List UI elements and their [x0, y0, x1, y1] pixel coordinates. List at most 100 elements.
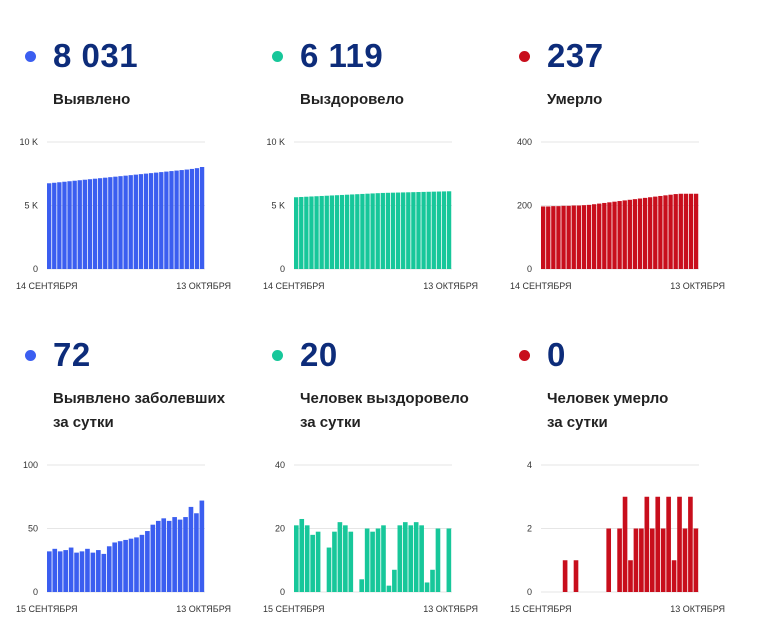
- blue-dot-icon: [25, 50, 36, 62]
- bar: [677, 496, 682, 592]
- bar: [355, 194, 360, 269]
- y-tick-label: 0: [527, 587, 532, 597]
- bar: [446, 191, 452, 269]
- bar: [581, 205, 587, 269]
- bar: [77, 180, 82, 269]
- bar: [678, 193, 683, 269]
- bar: [682, 528, 688, 592]
- y-tick-label: 10 K: [19, 137, 38, 147]
- daily-recovered-label-line1: Человек выздоровело: [300, 390, 469, 407]
- bar: [108, 177, 113, 269]
- bar: [166, 520, 172, 592]
- bar: [87, 179, 93, 269]
- bar: [304, 196, 309, 269]
- bar: [82, 179, 88, 269]
- bar: [199, 500, 205, 592]
- daily-cases-number: 72: [53, 336, 91, 373]
- bar: [561, 205, 566, 269]
- bar: [47, 551, 52, 592]
- bar: [334, 195, 340, 269]
- bar: [199, 167, 205, 269]
- bar: [344, 194, 350, 269]
- chart-daily-recovered: 0 20 40 15 СЕНТЯБРЯ 13 ОКТЯБРЯ: [263, 460, 478, 614]
- bar: [419, 525, 424, 592]
- bar: [138, 174, 144, 269]
- bar: [562, 560, 568, 592]
- x-end-label: 13 ОКТЯБРЯ: [176, 604, 231, 614]
- bar: [145, 531, 150, 592]
- bar: [326, 547, 332, 592]
- bar: [546, 206, 551, 269]
- chart-total-recovered: 0 5 K 10 K 14 СЕНТЯБРЯ 13 ОКТЯБРЯ: [263, 137, 478, 291]
- bar: [637, 198, 643, 269]
- bar: [359, 579, 365, 592]
- daily-deaths-number: 0: [547, 336, 566, 373]
- bar: [628, 560, 633, 592]
- bar: [128, 175, 133, 269]
- bar: [381, 525, 386, 592]
- bar: [401, 192, 406, 269]
- bar: [128, 538, 134, 592]
- bar: [96, 550, 101, 592]
- bar: [134, 537, 139, 592]
- bar: [411, 192, 416, 269]
- bar: [660, 528, 666, 592]
- bar: [133, 174, 138, 269]
- y-tick-label: 10 K: [266, 137, 285, 147]
- daily-cases-label-line1: Выявлено заболевших: [53, 390, 226, 407]
- bar: [63, 550, 68, 592]
- bar: [183, 517, 188, 592]
- bar: [693, 193, 699, 269]
- chart-total-deaths: 0 200 400 14 СЕНТЯБРЯ 13 ОКТЯБРЯ: [510, 137, 725, 291]
- bar: [299, 518, 305, 592]
- bar: [571, 205, 576, 269]
- bar: [62, 181, 67, 269]
- y-tick-label: 0: [33, 587, 38, 597]
- bar: [337, 522, 343, 592]
- bar: [319, 195, 324, 269]
- bar: [314, 196, 319, 269]
- bar: [113, 176, 118, 269]
- bar: [52, 182, 57, 269]
- bar: [602, 202, 607, 269]
- x-start-label: 15 СЕНТЯБРЯ: [16, 604, 78, 614]
- card-total-deaths: 237 Умерло: [494, 36, 734, 112]
- bar: [622, 496, 628, 592]
- bar: [299, 196, 304, 269]
- bar: [188, 506, 194, 592]
- bar: [416, 192, 421, 269]
- bar: [566, 205, 571, 269]
- bar: [74, 552, 79, 592]
- total-deaths-label: Умерло: [547, 91, 603, 108]
- bar: [649, 528, 655, 592]
- bar: [586, 204, 592, 269]
- x-end-label: 13 ОКТЯБРЯ: [423, 281, 478, 291]
- card-daily-cases: 72 Выявлено заболевших за сутки: [0, 335, 240, 435]
- total-recovered-number: 6 119: [300, 37, 384, 74]
- y-tick-label: 0: [280, 587, 285, 597]
- bar: [380, 192, 385, 269]
- bar: [612, 201, 617, 269]
- total-deaths-number: 237: [547, 37, 604, 74]
- x-start-label: 15 СЕНТЯБРЯ: [510, 604, 572, 614]
- bar: [424, 582, 430, 592]
- daily-recovered-label-line2: за сутки: [300, 414, 361, 431]
- bar: [329, 195, 335, 269]
- bar: [658, 195, 663, 269]
- y-tick-label: 2: [527, 524, 532, 534]
- bar: [385, 192, 391, 269]
- y-tick-label: 400: [517, 137, 532, 147]
- bar: [639, 528, 644, 592]
- bar: [103, 177, 108, 269]
- bar: [622, 200, 627, 269]
- bar: [106, 546, 112, 592]
- bar: [332, 531, 337, 592]
- y-tick-label: 4: [527, 460, 532, 470]
- bar: [92, 178, 98, 269]
- x-end-label: 13 ОКТЯБРЯ: [176, 281, 231, 291]
- bar: [350, 194, 355, 269]
- bar: [421, 191, 426, 269]
- bar: [159, 172, 164, 269]
- bar: [304, 525, 310, 592]
- bar: [653, 196, 658, 269]
